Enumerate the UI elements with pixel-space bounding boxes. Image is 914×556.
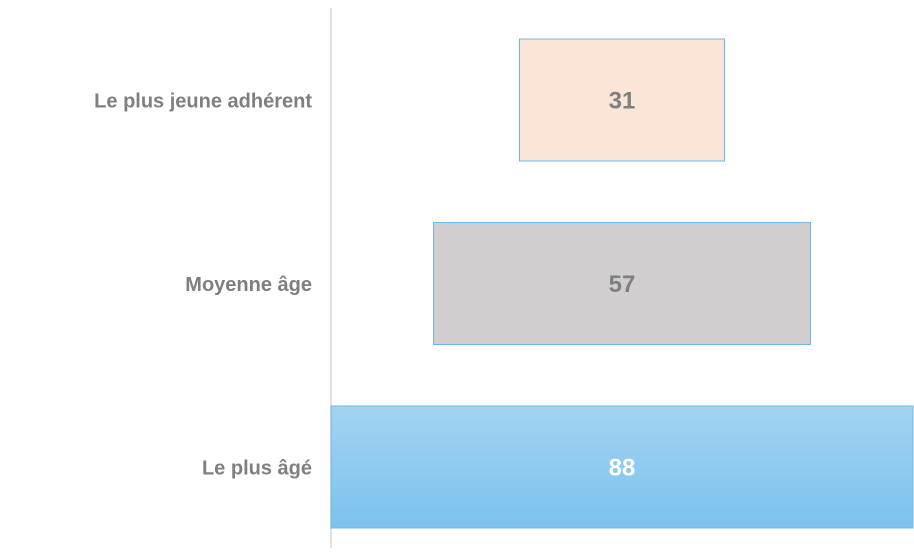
category-label: Le plus jeune adhérent [94,90,312,112]
bar [330,405,914,529]
category-label: Moyenne âge [185,274,312,296]
bar [433,222,811,345]
value-label: 57 [609,271,636,298]
bar [518,38,726,162]
value-label: 31 [609,87,636,114]
category-label: Le plus âgé [202,457,312,479]
value-label: 88 [609,454,636,481]
